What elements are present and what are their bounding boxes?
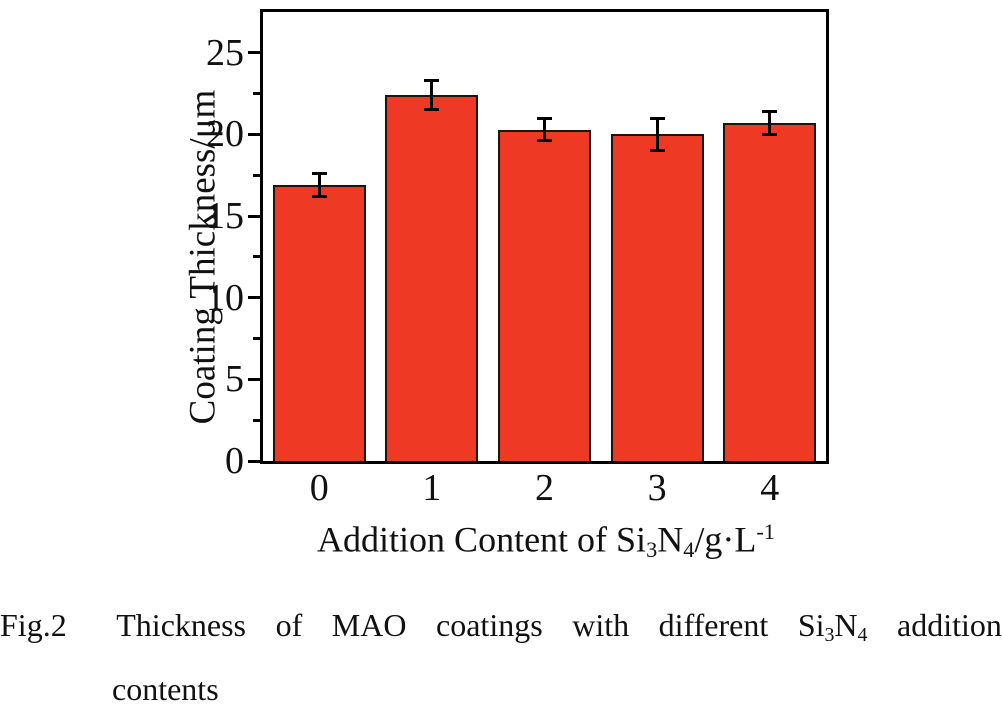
bar-4: [723, 123, 817, 463]
sub-text: 3: [824, 623, 835, 646]
text: MAO: [331, 607, 407, 643]
bar-1: [385, 95, 479, 463]
x-tick-label: 2: [535, 467, 554, 509]
y-minor-tick: [253, 92, 260, 96]
caption-word: Si3N4: [798, 604, 868, 656]
x-tick-label: 1: [422, 467, 442, 509]
y-minor-tick: [253, 337, 260, 341]
y-major-tick: [248, 459, 260, 463]
error-bar-cap-top: [537, 116, 552, 120]
caption-word: with: [572, 604, 629, 646]
sup-text: -1: [756, 519, 775, 544]
x-tick-label: 4: [760, 467, 780, 509]
y-tick-label: 25: [206, 31, 244, 74]
error-bar-cap-bottom: [537, 139, 552, 143]
sub-text: 4: [857, 623, 868, 646]
y-minor-tick: [253, 173, 260, 177]
text: addition: [897, 607, 1002, 643]
caption-line-2: contents: [112, 670, 219, 706]
y-minor-tick: [253, 255, 260, 259]
sub-text: 4: [683, 536, 695, 562]
y-tick-label: 5: [225, 358, 244, 401]
caption-word: addition: [897, 604, 1002, 646]
text: Si: [797, 607, 825, 643]
error-bar-cap-top: [649, 116, 665, 120]
text: of: [275, 607, 303, 643]
y-major-tick: [248, 132, 260, 136]
y-tick-label: 0: [225, 440, 244, 482]
text: /g·L: [694, 519, 757, 560]
x-axis-title: Addition Content of Si3N4/g·L-1: [317, 510, 775, 572]
caption-line-1: Fig.2 Thickness of MAO coatings with different…: [0, 604, 1002, 656]
bar-2: [498, 129, 591, 463]
sub-text: 3: [646, 536, 658, 562]
text: N: [657, 519, 684, 560]
error-bar-cap-top: [311, 172, 327, 176]
y-tick-label: 10: [206, 276, 244, 319]
text: different: [658, 607, 769, 643]
caption-word: Thickness: [116, 604, 246, 646]
error-bar-line: [317, 173, 321, 197]
error-bar-cap-bottom: [649, 149, 665, 153]
error-bar-cap-bottom: [311, 194, 327, 198]
plot-frame: [260, 9, 829, 464]
text: with: [572, 607, 630, 643]
caption-word: different: [659, 604, 769, 646]
caption-word: of: [276, 604, 303, 646]
text: Fig.2: [0, 607, 67, 643]
y-minor-tick: [253, 418, 260, 422]
error-bar-line: [543, 118, 546, 141]
y-major-tick: [248, 51, 260, 55]
y-major-tick: [248, 296, 260, 300]
error-bar-cap-bottom: [424, 108, 440, 112]
x-tick-label: 3: [647, 467, 667, 509]
x-tick-label: 0: [309, 467, 329, 509]
caption-word: coatings: [436, 604, 543, 646]
bar-3: [610, 134, 704, 463]
y-tick-label: 15: [206, 195, 244, 238]
y-major-tick: [248, 214, 260, 218]
text: coatings: [436, 607, 543, 643]
caption-word: MAO: [332, 604, 407, 646]
text: Thickness: [116, 607, 246, 643]
y-tick-label: 20: [206, 113, 244, 156]
error-bar-line: [768, 111, 772, 135]
error-bar-line: [430, 80, 434, 110]
y-major-tick: [248, 377, 260, 381]
text: N: [834, 607, 858, 643]
figure-caption: Fig.2 Thickness of MAO coatings with different…: [0, 604, 1002, 706]
error-bar-cap-top: [762, 110, 778, 114]
text: Addition Content of Si: [317, 519, 647, 560]
error-bar-cap-bottom: [762, 132, 778, 136]
caption-label: Fig.2: [0, 604, 67, 646]
error-bar-line: [655, 118, 659, 151]
error-bar-cap-top: [424, 79, 440, 83]
